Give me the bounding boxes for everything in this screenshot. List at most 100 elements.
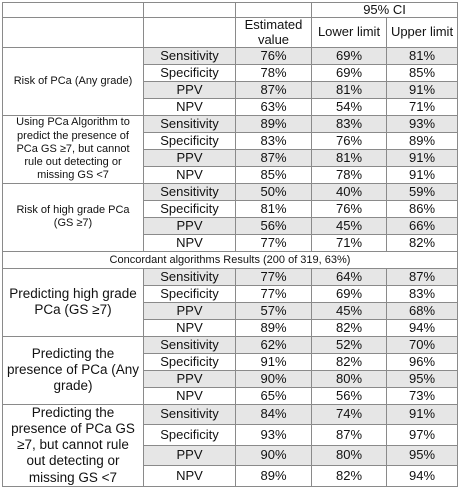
lower-limit: 54% bbox=[311, 97, 387, 116]
estimated-value: 89% bbox=[235, 318, 312, 337]
upper-limit: 82% bbox=[385, 233, 459, 252]
estimated-value: 76% bbox=[235, 46, 312, 65]
group-label: Risk of high grade PCa (GS ≥7) bbox=[2, 182, 144, 252]
lower-limit: 81% bbox=[311, 148, 387, 167]
upper-limit: 70% bbox=[385, 335, 459, 354]
upper-limit: 94% bbox=[385, 318, 459, 337]
upper-limit: 95% bbox=[385, 444, 459, 467]
upper-limit: 68% bbox=[385, 301, 459, 320]
estimated-value: 56% bbox=[235, 216, 312, 235]
lower-limit: 69% bbox=[311, 284, 387, 303]
lower-limit: 83% bbox=[311, 114, 387, 133]
estimated-value: 89% bbox=[235, 465, 312, 487]
estimated-value: 87% bbox=[235, 80, 312, 99]
metric-name: NPV bbox=[143, 386, 236, 405]
lower-limit: 64% bbox=[311, 267, 387, 286]
lower-limit: 76% bbox=[311, 131, 387, 150]
lower-limit: 40% bbox=[311, 182, 387, 201]
col-header-estimated: Estimated value bbox=[235, 17, 312, 48]
group-label: Predicting the presence of PCa (Any grad… bbox=[2, 335, 144, 405]
upper-limit: 86% bbox=[385, 199, 459, 218]
group-label: Using PCa Algorithm to predict the prese… bbox=[2, 114, 144, 184]
upper-limit: 85% bbox=[385, 63, 459, 82]
upper-limit: 89% bbox=[385, 131, 459, 150]
metric-name: PPV bbox=[143, 369, 236, 388]
estimated-value: 50% bbox=[235, 182, 312, 201]
lower-limit: 71% bbox=[311, 233, 387, 252]
col-header-upper: Upper limit bbox=[385, 17, 459, 48]
estimated-value: 90% bbox=[235, 444, 312, 467]
estimated-value: 83% bbox=[235, 131, 312, 150]
metric-name: NPV bbox=[143, 233, 236, 252]
estimated-value: 77% bbox=[235, 233, 312, 252]
metric-name: Specificity bbox=[143, 199, 236, 218]
metric-name: Sensitivity bbox=[143, 46, 236, 65]
col-header-lower: Lower limit bbox=[311, 17, 387, 48]
header-blank-2 bbox=[2, 17, 144, 48]
estimated-value: 91% bbox=[235, 352, 312, 371]
upper-limit: 81% bbox=[385, 46, 459, 65]
upper-limit: 97% bbox=[385, 424, 459, 446]
lower-limit: 52% bbox=[311, 335, 387, 354]
metric-name: NPV bbox=[143, 318, 236, 337]
metric-name: NPV bbox=[143, 97, 236, 116]
group-label: Risk of PCa (Any grade) bbox=[2, 46, 144, 116]
metric-name: Specificity bbox=[143, 424, 236, 446]
lower-limit: 76% bbox=[311, 199, 387, 218]
metric-name: Sensitivity bbox=[143, 114, 236, 133]
upper-limit: 95% bbox=[385, 369, 459, 388]
metric-name: Specificity bbox=[143, 63, 236, 82]
section-title: Concordant algorithms Results (200 of 31… bbox=[1, 250, 459, 269]
estimated-value: 89% bbox=[235, 114, 312, 133]
metric-name: PPV bbox=[143, 301, 236, 320]
group-label: Predicting the presence of PCa GS ≥7, bu… bbox=[2, 403, 144, 487]
upper-limit: 83% bbox=[385, 284, 459, 303]
estimated-value: 85% bbox=[235, 165, 312, 184]
metric-name: Specificity bbox=[143, 131, 236, 150]
estimated-value: 63% bbox=[235, 97, 312, 116]
upper-limit: 91% bbox=[385, 80, 459, 99]
metric-name: NPV bbox=[143, 465, 236, 487]
lower-limit: 80% bbox=[311, 369, 387, 388]
lower-limit: 80% bbox=[311, 444, 387, 467]
lower-limit: 45% bbox=[311, 216, 387, 235]
metric-name: Specificity bbox=[143, 352, 236, 371]
upper-limit: 91% bbox=[385, 148, 459, 167]
estimated-value: 78% bbox=[235, 63, 312, 82]
estimated-value: 90% bbox=[235, 369, 312, 388]
lower-limit: 45% bbox=[311, 301, 387, 320]
estimated-value: 84% bbox=[235, 403, 312, 426]
upper-limit: 59% bbox=[385, 182, 459, 201]
estimated-value: 65% bbox=[235, 386, 312, 405]
header-blank-metric-2 bbox=[143, 17, 236, 48]
metric-name: Sensitivity bbox=[143, 335, 236, 354]
lower-limit: 82% bbox=[311, 352, 387, 371]
estimated-value: 81% bbox=[235, 199, 312, 218]
metric-name: Specificity bbox=[143, 284, 236, 303]
estimated-value: 93% bbox=[235, 424, 312, 446]
estimated-value: 57% bbox=[235, 301, 312, 320]
metric-name: NPV bbox=[143, 165, 236, 184]
lower-limit: 82% bbox=[311, 465, 387, 487]
upper-limit: 96% bbox=[385, 352, 459, 371]
metric-name: Sensitivity bbox=[143, 403, 236, 426]
metric-name: PPV bbox=[143, 216, 236, 235]
upper-limit: 73% bbox=[385, 386, 459, 405]
estimated-value: 77% bbox=[235, 267, 312, 286]
lower-limit: 82% bbox=[311, 318, 387, 337]
upper-limit: 93% bbox=[385, 114, 459, 133]
ci-header: 95% CI bbox=[310, 1, 459, 19]
group-label: Predicting high grade PCa (GS ≥7) bbox=[2, 267, 144, 337]
upper-limit: 91% bbox=[385, 165, 459, 184]
lower-limit: 87% bbox=[311, 424, 387, 446]
estimated-value: 77% bbox=[235, 284, 312, 303]
metric-name: Sensitivity bbox=[143, 182, 236, 201]
lower-limit: 74% bbox=[311, 403, 387, 426]
lower-limit: 56% bbox=[311, 386, 387, 405]
metric-name: PPV bbox=[143, 148, 236, 167]
metric-name: PPV bbox=[143, 80, 236, 99]
estimated-value: 87% bbox=[235, 148, 312, 167]
header-blank-est bbox=[235, 1, 312, 19]
header-blank-metric bbox=[143, 1, 236, 19]
